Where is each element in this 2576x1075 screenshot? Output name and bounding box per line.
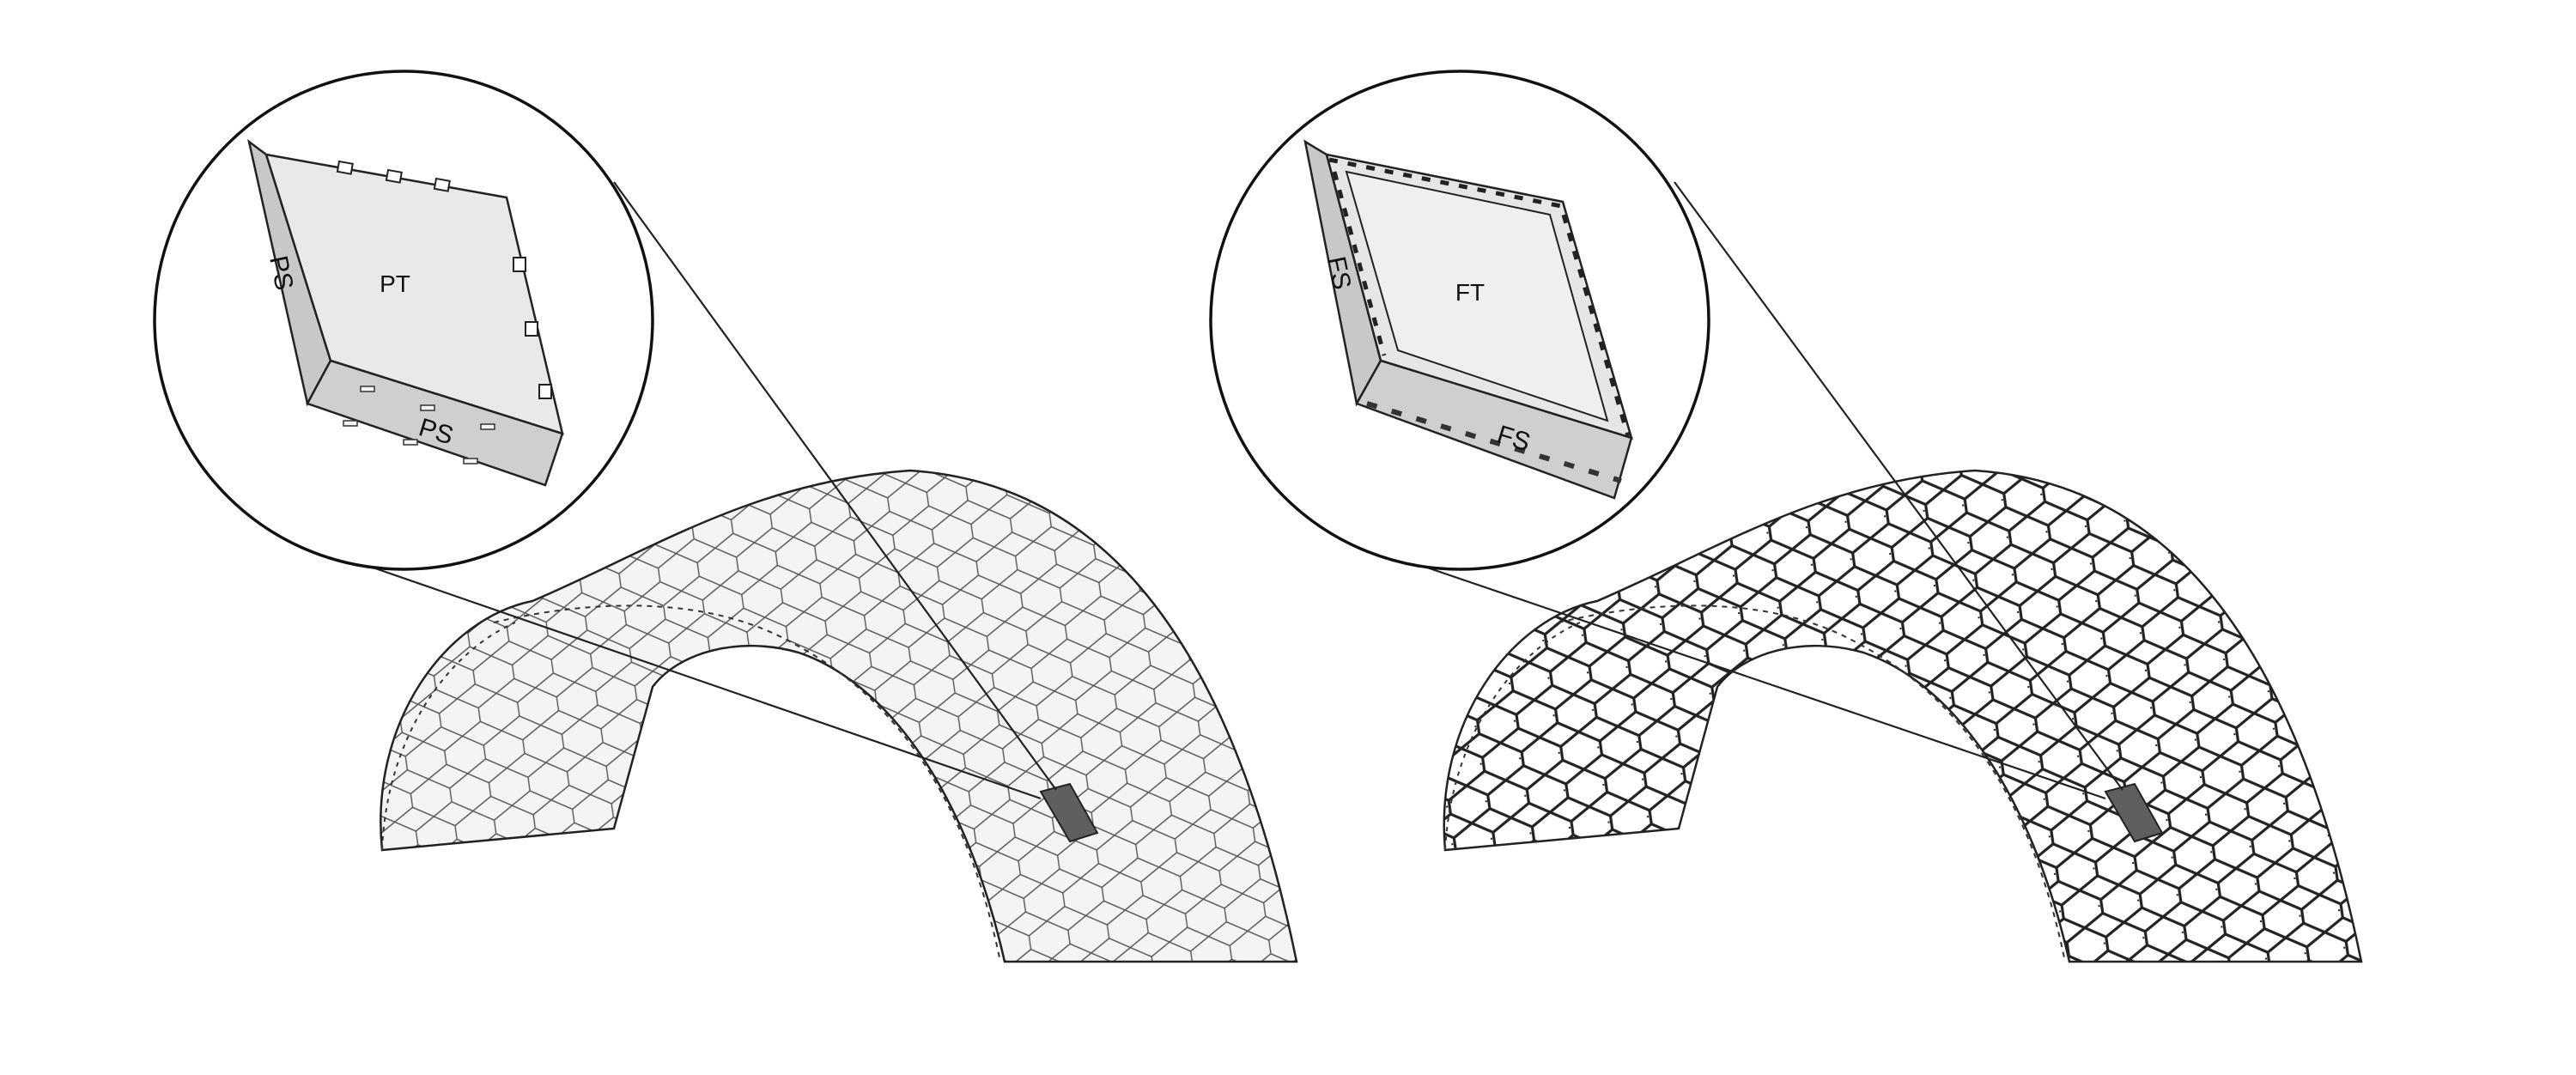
plate-side-label-left: PS <box>264 253 299 293</box>
frame-detail-callout: FT FS FS <box>1209 70 1710 571</box>
plate-vault-drawing <box>380 469 1298 963</box>
left-leader-upper <box>613 181 1057 791</box>
frame-side-label-left: FS <box>1321 254 1356 292</box>
frame-vault-shell <box>1443 469 2363 963</box>
frame-inner-panel <box>1345 170 1609 422</box>
plate-detail-callout: PT PS PS <box>153 70 654 571</box>
plate-vault-shell <box>380 469 1298 963</box>
left-leader-lower <box>332 552 1042 800</box>
frame-vault-drawing <box>1443 469 2363 963</box>
right-leader-lower <box>1386 552 2106 800</box>
frame-top-label: FT <box>1455 279 1485 306</box>
frame-vault-inner-rib <box>1558 604 2066 963</box>
plate-vault-edge <box>381 622 516 851</box>
frame-side-face-front <box>1355 359 1633 500</box>
right-leader-upper <box>1674 181 2123 791</box>
frame-vault-edge <box>1444 622 1581 851</box>
plate-finger-joints <box>336 160 552 399</box>
plate-front-slots <box>343 386 495 465</box>
plate-highlight-tile <box>1039 782 1099 843</box>
plate-top-label: PT <box>380 270 410 297</box>
frame-edge-slots <box>1328 157 1631 437</box>
frame-front-slots <box>1366 401 1622 483</box>
frame-highlight-tile <box>2104 782 2164 843</box>
leader-lines <box>332 181 2123 800</box>
plate-vault-inner-rib <box>493 604 1001 963</box>
